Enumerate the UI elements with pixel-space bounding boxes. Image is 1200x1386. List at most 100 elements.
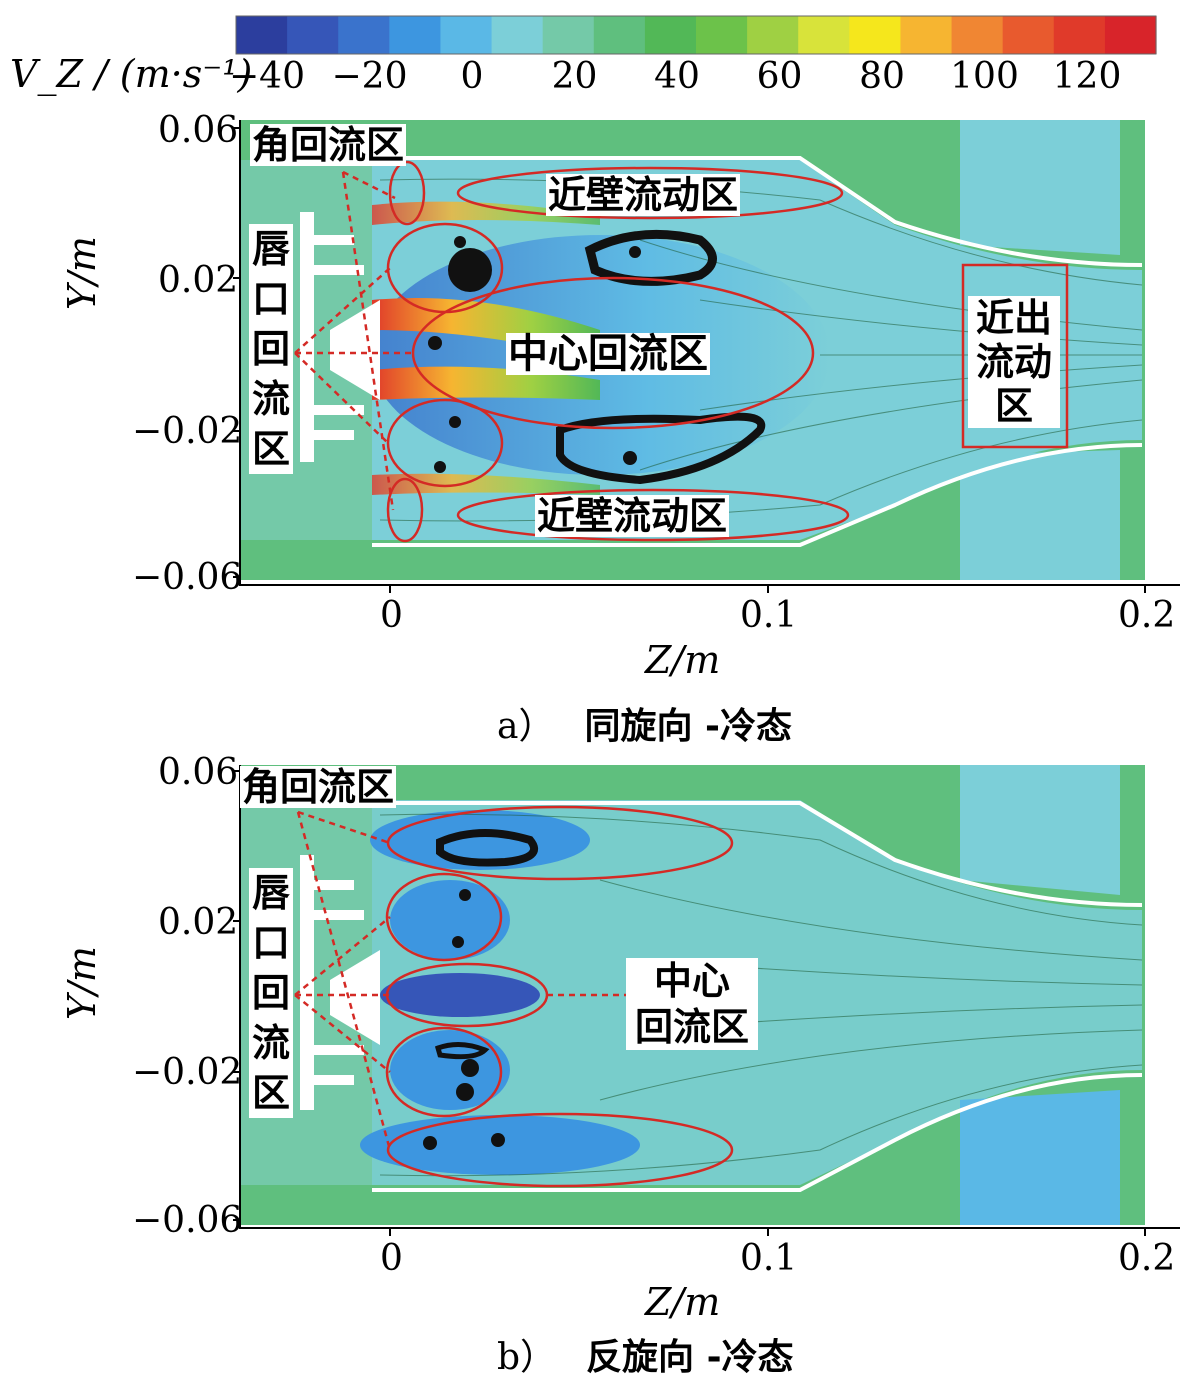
panel-a-x-tick-0: 0 xyxy=(380,595,403,636)
panel-a-label-corner-recirculation: 角回流区 xyxy=(250,123,407,167)
panel-a-x-axis-title: Z/m xyxy=(645,638,721,682)
panel-a-vortex-cores xyxy=(428,236,641,473)
panel-b-blue-center xyxy=(380,973,540,1017)
panel-b-leader-lines xyxy=(294,810,628,1151)
panel-b-lip-char-2: 回 xyxy=(251,971,290,1015)
panel-b-center-line-0: 中心 xyxy=(653,959,730,1003)
panel-b-y-tick-0: 0.06 xyxy=(158,752,239,793)
panel-a-label-lip-recirculation: 唇 口 回 流 区 xyxy=(249,224,293,474)
panel-b-wall-bottom xyxy=(372,1073,1143,1192)
panel-a-y-tick-1: 0.02 xyxy=(158,260,239,301)
panel-b-x-tick-0: 0 xyxy=(380,1238,403,1279)
panel-a-rect-outlet xyxy=(961,263,1069,449)
panel-b-outlet-recirc-top xyxy=(960,765,1120,895)
panel-b-caption: b） 反旋向 -冷态 xyxy=(497,1328,794,1380)
panel-b-lip-char-1: 口 xyxy=(251,921,290,965)
panel-b-x-tick-2: 0.2 xyxy=(1118,1238,1176,1279)
colorbar-swatch xyxy=(338,16,390,54)
colorbar-swatch xyxy=(389,16,442,54)
panel-a-label-near-wall-top: 近壁流动区 xyxy=(546,173,741,217)
colorbar-swatch xyxy=(1104,16,1157,54)
panel-a-vortex-lower xyxy=(556,412,766,485)
panel-b-y-axis-title: Y/m xyxy=(60,946,104,1020)
panel-a-wall-top xyxy=(372,156,1143,267)
panel-b-x-tick-1: 0.1 xyxy=(740,1238,798,1279)
colorbar-swatch xyxy=(951,16,1004,54)
panel-b-blue-lip-top xyxy=(390,880,510,960)
panel-b-caption-text: 反旋向 -冷态 xyxy=(586,1337,794,1378)
colorbar-swatch xyxy=(440,16,493,54)
panel-a-ellipse-nearwall-top xyxy=(456,166,844,220)
panel-a-x-tick-2: 0.2 xyxy=(1118,595,1176,636)
colorbar-swatch xyxy=(542,16,595,54)
panel-a-outlet-recirc-top xyxy=(960,120,1120,255)
panel-a-label-near-wall-bottom: 近壁流动区 xyxy=(535,494,730,538)
colorbar-swatch xyxy=(696,16,748,54)
panel-b-caption-letter: b） xyxy=(497,1337,557,1378)
colorbar-swatch xyxy=(849,16,902,54)
panel-b-label-center-recirculation: 中心 回流区 xyxy=(626,958,758,1050)
panel-a-caption-text: 同旋向 -冷态 xyxy=(584,706,792,747)
panel-b-vortex-top xyxy=(436,829,539,867)
panel-a-label-outlet-flow: 近出 流动 区 xyxy=(968,296,1060,428)
panel-b-ellipse-corner-bottom xyxy=(386,1112,734,1188)
panel-b-ellipse-corner-top xyxy=(386,805,734,881)
panel-a-ellipse-nearwall-bottom xyxy=(456,488,850,542)
panel-a-y-axis-title: Y/m xyxy=(60,236,104,310)
colorbar-tick-label: 40 xyxy=(654,56,700,97)
panel-b-vortex-lower xyxy=(434,1042,490,1060)
panel-b-lip-char-3: 流 xyxy=(251,1021,290,1065)
colorbar-tick-label: 120 xyxy=(1052,56,1122,97)
panel-a-outlet-line-1: 流动 xyxy=(975,340,1052,384)
colorbar-swatch xyxy=(491,16,544,54)
colorbar-tick-label: 80 xyxy=(859,56,905,97)
colorbar-swatch xyxy=(798,16,850,54)
panel-b-blue-lip-bottom xyxy=(390,1030,510,1110)
panel-a-y-tick-0: 0.06 xyxy=(158,110,239,151)
panel-a-x-tick-1: 0.1 xyxy=(740,595,798,636)
colorbar-swatch xyxy=(1053,16,1106,54)
panel-a-annotation-shapes xyxy=(386,160,1069,543)
colorbar-swatch xyxy=(900,16,953,54)
colorbar-swatch xyxy=(1002,16,1055,54)
panel-a-y-tick-3: −0.06 xyxy=(132,557,243,598)
panel-a-ellipse-lip-bottom xyxy=(386,398,504,488)
panel-b-label-lip-recirculation: 唇 口 回 流 区 xyxy=(249,868,293,1118)
colorbar-tick-label: 0 xyxy=(460,56,484,97)
panel-a-caption: a） 同旋向 -冷态 xyxy=(497,697,792,749)
panel-a-ellipse-corner-top xyxy=(388,160,426,226)
panel-b-lip-char-0: 唇 xyxy=(251,871,290,915)
panel-a-ellipse-corner-bottom xyxy=(386,477,424,543)
panel-b-label-corner-recirculation: 角回流区 xyxy=(240,765,397,809)
panel-a-swirler xyxy=(300,212,380,462)
panel-b-vortex-cores xyxy=(423,889,505,1150)
panel-a-jet-top xyxy=(372,201,600,225)
colorbar-swatch xyxy=(593,16,646,54)
panel-b-y-tick-3: −0.06 xyxy=(132,1200,243,1241)
colorbar-swatch xyxy=(236,16,288,54)
panel-a-lip-char-2: 回 xyxy=(251,327,290,371)
panel-a-label-center-recirculation: 中心回流区 xyxy=(506,331,710,377)
panel-a-outlet-line-2: 区 xyxy=(994,384,1033,428)
panel-a-y-tick-2: −0.02 xyxy=(132,411,243,452)
colorbar-tick-label: 20 xyxy=(551,56,598,97)
colorbar-tick-label: −20 xyxy=(331,56,408,97)
panel-a-wall-bottom xyxy=(372,443,1143,547)
panel-a-outlet-line-0: 近出 xyxy=(975,296,1052,340)
panel-b-center-line-1: 回流区 xyxy=(634,1005,749,1049)
panel-a-caption-letter: a） xyxy=(497,706,555,747)
colorbar-tick-label: 100 xyxy=(950,56,1019,97)
panel-b-x-axis-title: Z/m xyxy=(645,1280,721,1324)
panel-a-lip-char-4: 区 xyxy=(251,427,290,471)
colorbar-frame xyxy=(235,15,1157,55)
panel-a-vortex-upper xyxy=(584,229,717,286)
colorbar-swatch xyxy=(747,16,799,54)
panel-a-outlet-recirc-bottom xyxy=(960,450,1120,580)
panel-b-y-tick-1: 0.02 xyxy=(158,902,239,943)
panel-a-ellipse-center xyxy=(411,276,815,430)
panel-a-lip-char-1: 口 xyxy=(251,277,290,321)
panel-a-leader-lines xyxy=(294,170,412,511)
panel-b-y-tick-2: −0.02 xyxy=(132,1052,243,1093)
panel-b-axes xyxy=(233,765,1180,1236)
panel-b-ellipse-lip-top xyxy=(385,872,503,962)
